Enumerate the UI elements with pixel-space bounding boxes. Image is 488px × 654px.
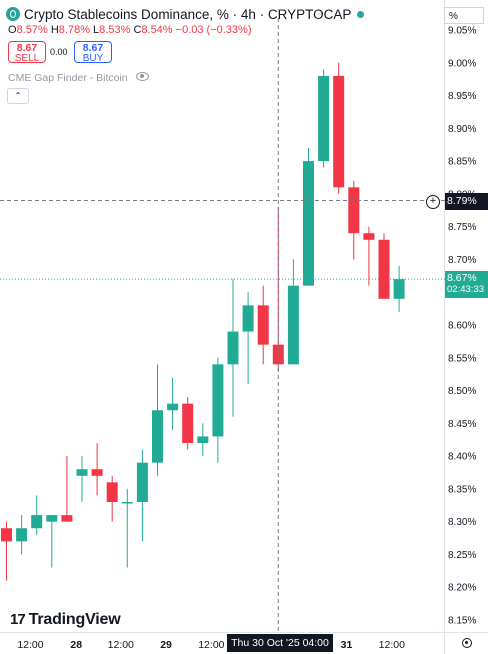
- candle-body: [333, 75, 345, 188]
- x-tick-label: 12:00: [198, 639, 224, 651]
- change-value: −0.03 (−0.33%): [175, 24, 252, 36]
- chart-header: Crypto Stablecoins Dominance, % · 4h · C…: [6, 7, 365, 22]
- low-value: 8.53%: [99, 24, 131, 36]
- spread-value: 0.00: [50, 47, 68, 57]
- open-label: O: [8, 24, 17, 36]
- candle-body: [197, 436, 209, 443]
- candle-body: [393, 279, 405, 299]
- indicator-name: CME Gap Finder - Bitcoin: [8, 72, 128, 84]
- sell-price: 8.67: [16, 42, 38, 54]
- candle-body: [76, 469, 88, 476]
- candle-body: [242, 305, 254, 332]
- buy-label: BUY: [82, 53, 104, 64]
- y-tick-label: 8.95%: [448, 91, 476, 102]
- buy-button[interactable]: 8.67 BUY: [74, 41, 112, 64]
- market-status-icon: [357, 11, 365, 18]
- sell-label: SELL: [14, 53, 40, 64]
- candle-body: [227, 331, 239, 365]
- candle-body: [378, 239, 390, 299]
- y-tick-label: 9.05%: [448, 26, 476, 37]
- ohlc-legend: O8.57% H8.78% L8.53% C8.54% −0.03 (−0.33…: [8, 24, 252, 36]
- candle-body: [167, 403, 179, 411]
- close-label: C: [133, 24, 142, 36]
- y-tick-label: 8.55%: [448, 353, 476, 364]
- y-tick-label: 8.40%: [448, 452, 476, 463]
- x-tick-label: 12:00: [379, 639, 405, 651]
- gear-icon[interactable]: [462, 638, 472, 648]
- y-tick-label: 8.85%: [448, 157, 476, 168]
- y-tick-label: 8.50%: [448, 386, 476, 397]
- high-value: 8.78%: [58, 24, 90, 36]
- x-tick-label: 12:00: [108, 639, 134, 651]
- candle-body: [121, 502, 133, 504]
- y-tick-label: 8.75%: [448, 222, 476, 233]
- x-tick-label: 28: [70, 639, 82, 651]
- y-tick-label: 8.70%: [448, 255, 476, 266]
- y-tick-label: 8.25%: [448, 550, 476, 561]
- y-tick-label: 8.60%: [448, 321, 476, 332]
- y-tick-label: 8.45%: [448, 419, 476, 430]
- candle-body: [91, 469, 103, 476]
- x-tick-label: 29: [160, 639, 172, 651]
- y-tick-label: 8.15%: [448, 616, 476, 627]
- candle-body: [46, 515, 58, 522]
- candle-body: [257, 305, 269, 345]
- collapse-legend-button[interactable]: ⌃: [7, 88, 29, 104]
- buy-price: 8.67: [82, 42, 104, 54]
- candle-body: [31, 515, 43, 529]
- open-value: 8.57%: [16, 24, 48, 36]
- current-price-value: 8.67%: [447, 272, 477, 284]
- low-label: L: [93, 24, 100, 36]
- add-alert-plus-icon[interactable]: +: [426, 195, 440, 209]
- candle-body: [348, 187, 360, 234]
- candle-body: [318, 75, 330, 162]
- close-value: 8.54%: [141, 24, 173, 36]
- candle-body: [136, 462, 148, 502]
- candle-body: [61, 515, 73, 522]
- chart-title[interactable]: Crypto Stablecoins Dominance, % · 4h · C…: [24, 7, 352, 22]
- tradingview-logo-mark: 17: [10, 611, 26, 628]
- candle-body: [1, 528, 12, 542]
- y-tick-label: 8.30%: [448, 517, 476, 528]
- sell-button[interactable]: 8.67 SELL: [8, 41, 46, 64]
- candle-body: [106, 482, 118, 502]
- candle-body: [152, 410, 163, 463]
- candle-body: [303, 161, 314, 286]
- high-label: H: [50, 24, 59, 36]
- candle-body: [212, 364, 224, 437]
- candle-body: [363, 233, 375, 240]
- current-price-label: 8.67% 02:43:33: [445, 271, 488, 298]
- x-tick-label: 12:00: [17, 639, 43, 651]
- candle-body: [182, 403, 194, 443]
- crosshair-price-label: 8.79%: [445, 193, 488, 210]
- symbol-logo-icon: [6, 7, 20, 21]
- y-tick-label: 8.35%: [448, 484, 476, 495]
- unit-selector[interactable]: %: [444, 7, 484, 24]
- crosshair-time-label: Thu 30 Oct '25 04:00: [227, 634, 333, 652]
- x-tick-label: 31: [341, 639, 353, 651]
- candle-body: [16, 528, 28, 542]
- y-tick-label: 8.90%: [448, 124, 476, 135]
- y-tick-label: 9.00%: [448, 58, 476, 69]
- tradingview-logo[interactable]: 17 TradingView: [10, 611, 121, 629]
- tradingview-wordmark: TradingView: [28, 611, 121, 628]
- eye-icon[interactable]: [135, 72, 149, 81]
- bar-countdown: 02:43:33: [447, 284, 484, 295]
- indicator-legend[interactable]: CME Gap Finder - Bitcoin: [8, 72, 149, 84]
- y-tick-label: 8.20%: [448, 583, 476, 594]
- candle-body: [287, 285, 299, 365]
